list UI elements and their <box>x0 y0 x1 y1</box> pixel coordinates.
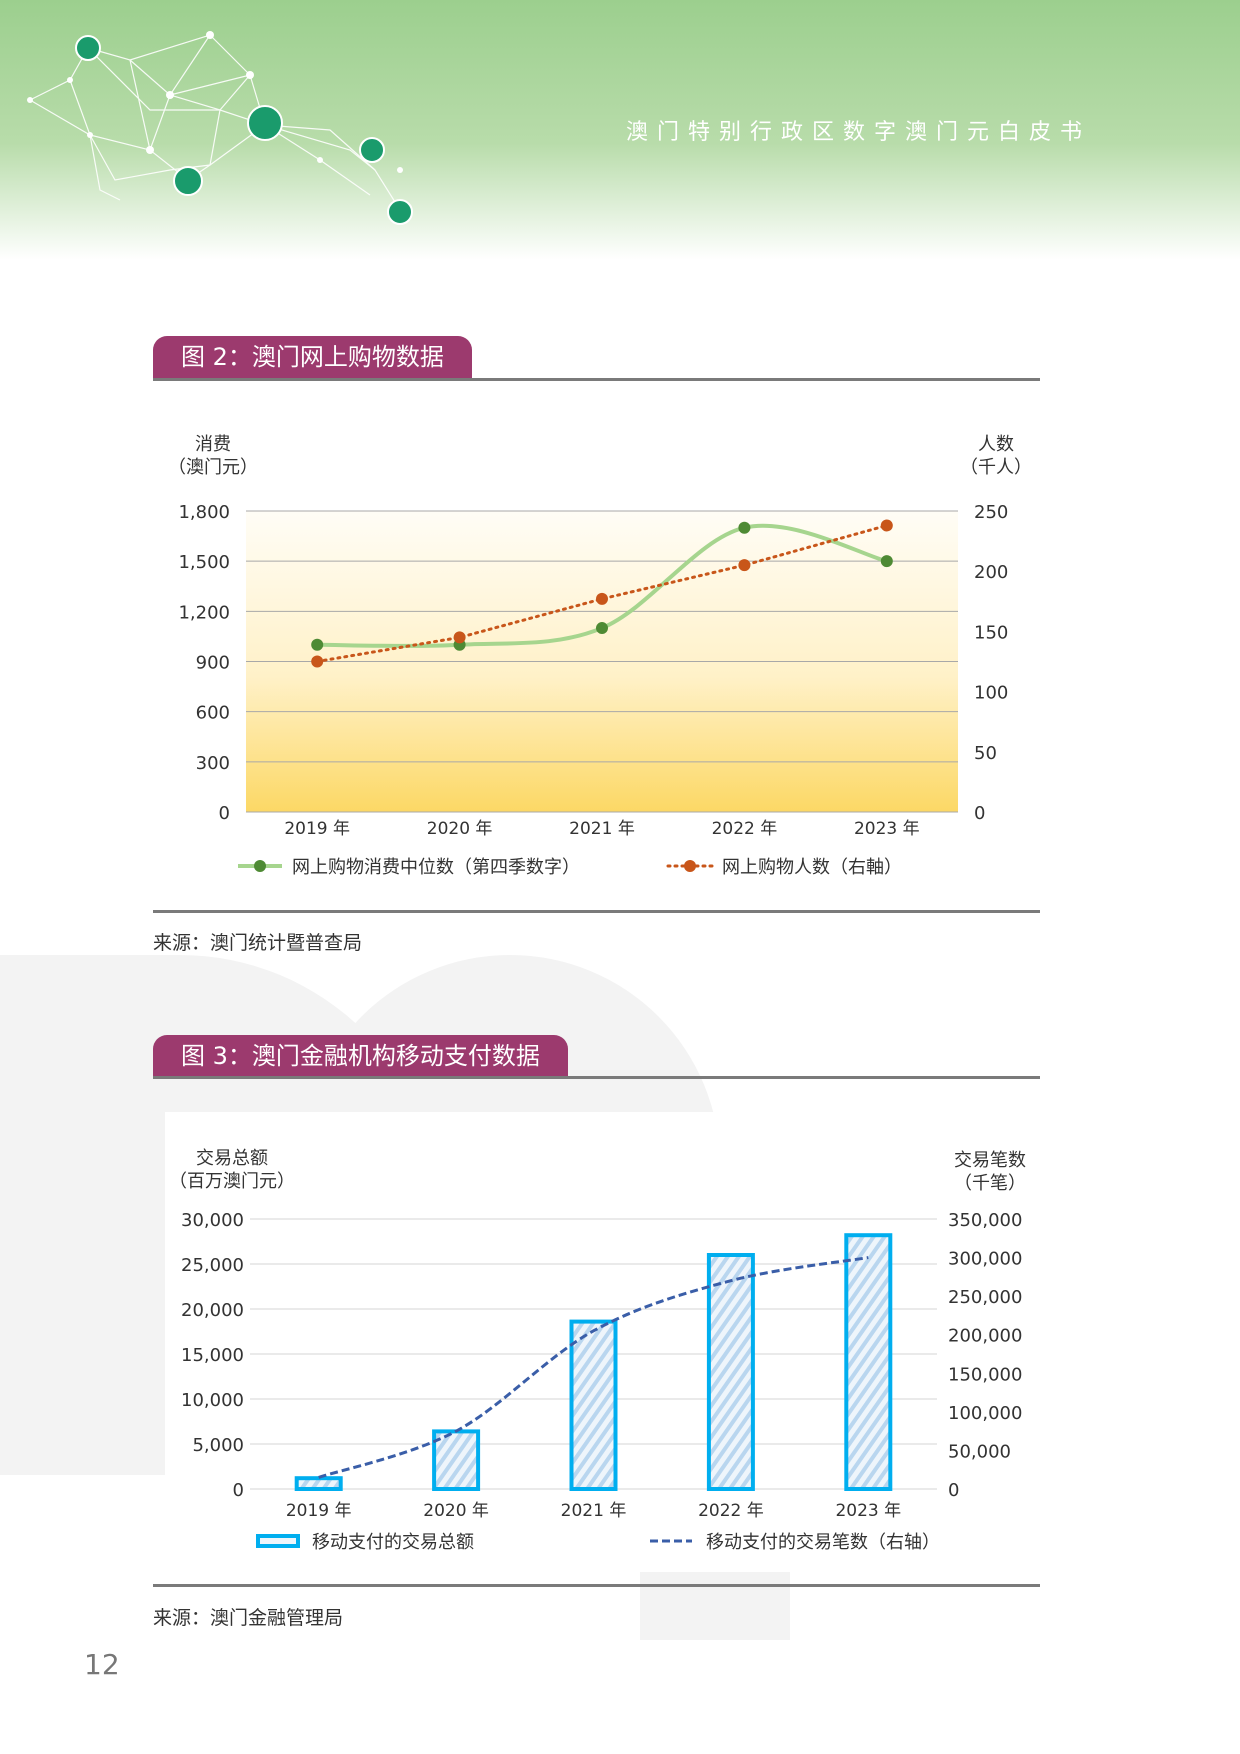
bar <box>844 1233 893 1491</box>
page-number: 12 <box>84 1648 120 1681</box>
data-point-median-spending <box>880 555 893 568</box>
data-point-shoppers <box>738 559 751 572</box>
data-point-median-spending <box>738 521 751 534</box>
page-header-banner: 澳门特别行政区数字澳门元白皮书 <box>0 0 1240 260</box>
y-axis-title: （百万澳门元） <box>169 1171 295 1192</box>
y-right-tick-label: 100 <box>974 683 1008 704</box>
figure3-top-rule <box>153 1076 1040 1079</box>
x-tick-label: 2022 年 <box>712 819 778 839</box>
data-point-shoppers <box>453 631 466 644</box>
figure2-bottom-rule <box>153 910 1040 913</box>
data-point-median-spending <box>311 638 324 651</box>
x-tick-label: 2023 年 <box>835 1501 901 1521</box>
legend-marker-median-spending <box>254 860 266 872</box>
figure2-source: 来源：澳门统计暨普查局 <box>153 932 363 954</box>
y-tick-label: 0 <box>233 1480 244 1501</box>
legend-label: 网上购物人数（右軸） <box>722 857 902 878</box>
y-tick-label: 0 <box>219 803 230 824</box>
legend-marker-shoppers <box>684 860 696 872</box>
y-right-axis-title: （千人） <box>960 457 1032 478</box>
y-right-tick-label: 200 <box>974 562 1008 583</box>
y-right-tick-label: 100,000 <box>948 1403 1022 1424</box>
y-right-tick-label: 150 <box>974 622 1008 643</box>
data-point-shoppers <box>880 519 893 532</box>
y-tick-label: 10,000 <box>181 1390 244 1411</box>
y-tick-label: 900 <box>196 653 230 674</box>
y-tick-label: 25,000 <box>181 1255 244 1276</box>
y-right-tick-label: 0 <box>974 803 985 824</box>
y-right-axis-title: 交易笔数 <box>954 1150 1026 1171</box>
x-tick-label: 2019 年 <box>286 1501 352 1521</box>
figure2-title: 图 2：澳门网上购物数据 <box>153 336 472 378</box>
y-axis-title: 消费 <box>195 434 231 455</box>
bar <box>569 1319 618 1491</box>
x-tick-label: 2019 年 <box>284 819 350 839</box>
legend-label: 移动支付的交易总额 <box>312 1532 474 1553</box>
y-axis-title: （澳门元） <box>168 457 258 478</box>
x-tick-label: 2021 年 <box>569 819 635 839</box>
y-tick-label: 600 <box>196 703 230 724</box>
y-right-tick-label: 50 <box>974 743 997 764</box>
bar <box>294 1476 343 1492</box>
figure2-top-rule <box>153 378 1040 381</box>
x-tick-label: 2020 年 <box>427 819 493 839</box>
x-tick-label: 2023 年 <box>854 819 920 839</box>
y-tick-label: 1,800 <box>178 502 230 523</box>
figure3-source: 来源：澳门金融管理局 <box>153 1607 344 1629</box>
data-point-shoppers <box>596 592 608 605</box>
y-right-tick-label: 50,000 <box>948 1441 1011 1462</box>
x-tick-label: 2022 年 <box>698 1501 764 1521</box>
y-tick-label: 1,200 <box>178 602 230 623</box>
legend-swatch-bar <box>256 1534 300 1548</box>
y-right-axis-title: 人数 <box>978 434 1014 455</box>
y-right-tick-label: 250,000 <box>948 1287 1022 1308</box>
document-title: 澳门特别行政区数字澳门元白皮书 <box>626 120 1092 145</box>
y-right-tick-label: 150,000 <box>948 1364 1022 1385</box>
y-right-tick-label: 0 <box>948 1480 959 1501</box>
x-tick-label: 2020 年 <box>423 1501 489 1521</box>
y-right-tick-label: 350,000 <box>948 1210 1022 1231</box>
figure3-title: 图 3：澳门金融机构移动支付数据 <box>153 1035 568 1077</box>
legend-label: 移动支付的交易笔数（右轴） <box>706 1532 940 1553</box>
figure3-bar-chart: 0 5,000 10,000 15,000 20,000 25,000 30,000 0 50,… <box>169 1148 1026 1553</box>
y-right-axis-title: （千笔） <box>954 1173 1026 1194</box>
figure2-line-chart: 0 300 600 900 1,200 1,500 1,800 0 50 100 150 200 250… <box>168 434 1032 878</box>
y-right-tick-label: 200,000 <box>948 1326 1022 1347</box>
y-tick-label: 15,000 <box>181 1345 244 1366</box>
x-tick-label: 2021 年 <box>561 1501 627 1521</box>
y-tick-label: 1,500 <box>178 552 230 573</box>
network-graphic-icon <box>27 31 413 225</box>
legend-label: 网上购物消费中位数（第四季数字） <box>292 857 580 878</box>
figure3-bottom-rule <box>153 1584 1040 1587</box>
series-line-transactions <box>318 1256 869 1479</box>
y-tick-label: 30,000 <box>181 1210 244 1231</box>
data-point-median-spending <box>596 622 608 635</box>
y-tick-label: 20,000 <box>181 1300 244 1321</box>
data-point-shoppers <box>311 655 324 668</box>
y-tick-label: 300 <box>196 753 230 774</box>
y-tick-label: 5,000 <box>192 1435 244 1456</box>
bar <box>706 1253 755 1491</box>
y-right-tick-label: 300,000 <box>948 1249 1022 1270</box>
y-right-tick-label: 250 <box>974 502 1008 523</box>
y-axis-title: 交易总额 <box>196 1148 268 1169</box>
